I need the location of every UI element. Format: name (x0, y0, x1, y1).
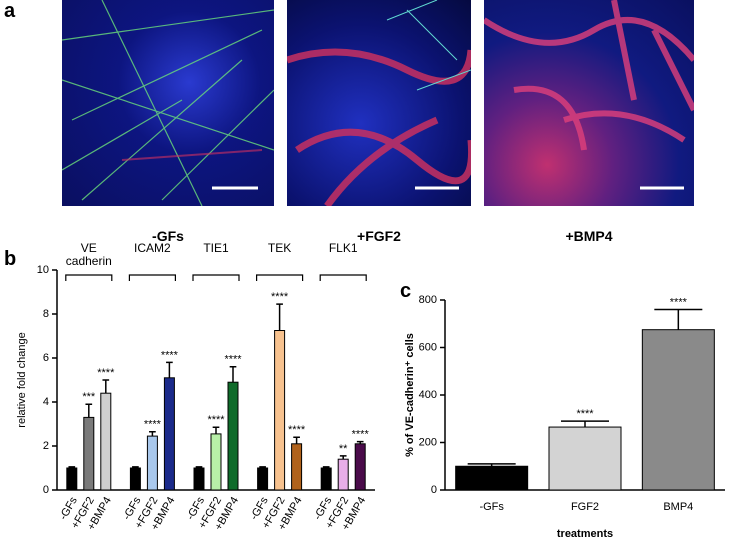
y-axis-label: % of VE-cadherin⁺ cells (404, 333, 416, 457)
image-caption: +BMP4 (565, 228, 613, 244)
group-bracket (192, 274, 240, 281)
micrograph-overlay (287, 0, 471, 206)
x-axis-label: treatments (557, 528, 613, 540)
error-bar (293, 436, 300, 444)
bar (274, 330, 286, 491)
error-bar (322, 466, 330, 468)
y-axis-label: relative fold change (16, 332, 28, 427)
group-bracket (65, 274, 113, 281)
significance: ** (339, 443, 348, 455)
significance: **** (97, 367, 115, 379)
micrograph-overlay (484, 0, 694, 190)
y-tick-label: 200 (419, 436, 437, 448)
panel-label: a (4, 0, 16, 22)
error-bar (85, 403, 93, 418)
y-tick-label: 600 (419, 341, 437, 353)
bar (337, 458, 349, 491)
y-tick-label: 400 (419, 389, 437, 401)
bar (129, 467, 141, 491)
error-bar (229, 366, 237, 383)
error-bar (356, 440, 364, 444)
significance: **** (207, 414, 225, 426)
error-bar (102, 379, 110, 394)
error-bar (259, 466, 266, 468)
group-label: VE cadherin (65, 241, 112, 268)
micrograph (287, 0, 471, 206)
significance: **** (224, 354, 242, 366)
bar (354, 443, 366, 491)
micrograph (62, 0, 274, 206)
bar (548, 426, 622, 491)
error-bar (149, 430, 156, 437)
bar (100, 392, 112, 491)
group-bracket (256, 274, 304, 281)
bar (291, 443, 303, 491)
significance: **** (576, 408, 594, 420)
y-tick-label: 6 (43, 352, 49, 364)
y-tick-label: 2 (43, 440, 49, 452)
group-label: ICAM2 (134, 241, 171, 255)
error-bar (195, 466, 203, 468)
bar (641, 329, 715, 491)
error-bar (132, 466, 139, 468)
x-tick-label: -GFs (479, 501, 504, 513)
y-tick-label: 4 (43, 396, 49, 408)
significance: **** (161, 349, 179, 361)
micrograph-overlay (62, 0, 274, 206)
error-bar (467, 463, 516, 467)
error-bar (166, 361, 173, 378)
error-bar (561, 420, 609, 428)
y-tick-label: 800 (419, 294, 437, 306)
error-bar (339, 455, 347, 460)
panel-label: b (4, 248, 17, 270)
bar (66, 467, 78, 491)
panel-label: c (400, 280, 412, 302)
significance: **** (670, 296, 688, 308)
bar (320, 467, 332, 491)
group-bracket (319, 274, 367, 281)
bar (257, 467, 269, 491)
significance: **** (288, 424, 306, 436)
group-label: TIE1 (203, 241, 229, 255)
image-caption: -GFs (152, 228, 184, 244)
bar (210, 433, 222, 491)
significance: **** (144, 419, 162, 431)
significance: **** (352, 429, 370, 441)
y-tick-label: 0 (43, 484, 49, 496)
bar (146, 435, 158, 491)
significance: **** (271, 291, 289, 303)
group-label: FLK1 (328, 241, 358, 255)
group-bracket (128, 274, 176, 281)
significance: *** (82, 391, 96, 403)
error-bar (276, 303, 283, 331)
error-bar (68, 466, 76, 468)
bar (227, 381, 239, 491)
bar (83, 416, 95, 491)
bar (455, 465, 529, 491)
micrograph (484, 0, 694, 206)
y-tick-label: 0 (431, 484, 437, 496)
error-bar (654, 308, 703, 330)
bar (163, 377, 175, 491)
bar (193, 467, 205, 491)
error-bar (212, 426, 220, 434)
y-tick-label: 8 (43, 308, 49, 320)
group-label: TEK (267, 241, 292, 255)
x-tick-label: FGF2 (571, 501, 599, 513)
image-caption: +FGF2 (357, 228, 401, 244)
y-tick-label: 10 (37, 264, 49, 276)
x-tick-label: BMP4 (663, 501, 693, 513)
